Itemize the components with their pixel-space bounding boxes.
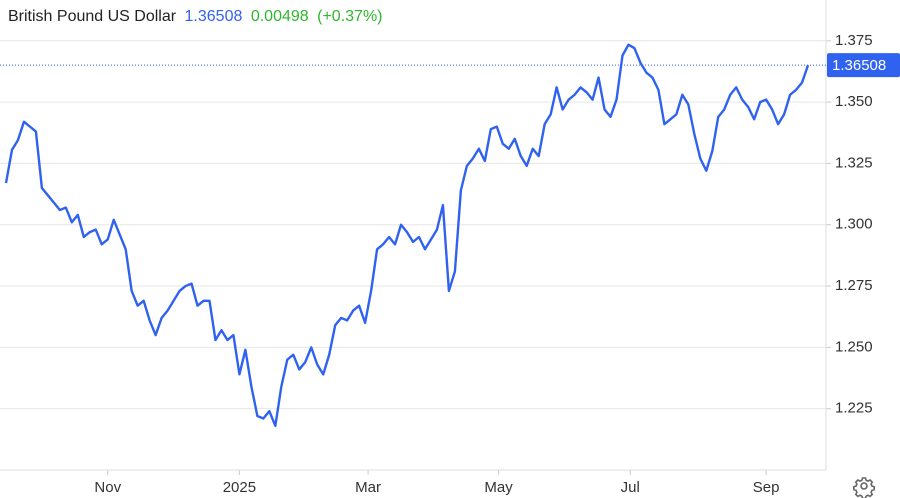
x-tick-label: Nov: [94, 479, 121, 496]
y-tick-label: 1.275: [835, 277, 873, 294]
header: British Pound US Dollar 1.36508 0.00498 …: [8, 8, 387, 26]
x-tick-label: May: [484, 479, 513, 496]
last-price-label: 1.36508: [832, 57, 886, 74]
settings-icon-gear: [853, 477, 875, 498]
y-tick-label: 1.225: [835, 400, 873, 417]
price-line: [4, 43, 810, 428]
settings-icon[interactable]: [853, 477, 875, 498]
price-change: 0.00498: [250, 8, 309, 25]
x-tick-label: Jul: [621, 479, 640, 496]
x-tick-label: Sep: [753, 479, 780, 496]
x-tick-label: Mar: [355, 479, 381, 496]
last-price: 1.36508: [184, 8, 243, 25]
chart-title: British Pound US Dollar: [8, 8, 177, 25]
y-tick-label: 1.375: [835, 32, 873, 49]
y-tick-label: 1.300: [835, 216, 873, 233]
y-tick-label: 1.250: [835, 338, 873, 355]
last-price-flag: [827, 53, 900, 78]
x-tick-label: 2025: [223, 479, 256, 496]
y-tick-label: 1.325: [835, 154, 873, 171]
settings-icon-center: [860, 482, 868, 490]
y-tick-label: 1.350: [835, 93, 873, 110]
price-change-pct: (+0.37%): [317, 8, 383, 25]
